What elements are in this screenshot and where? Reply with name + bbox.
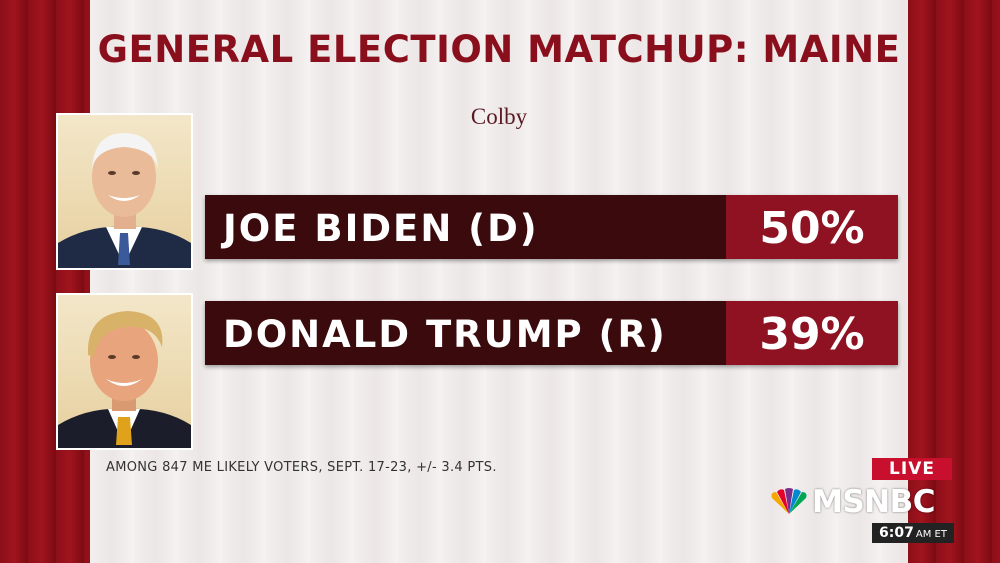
live-badge: LIVE — [872, 458, 952, 480]
clock-time: 6:07 — [879, 525, 914, 541]
poll-source: Colby — [470, 104, 528, 129]
candidate-photo-biden — [56, 113, 193, 270]
clock-suffix: AM ET — [915, 529, 947, 540]
candidate-photo-trump — [56, 293, 193, 450]
broadcast-clock: 6:07 AM ET — [872, 523, 954, 543]
candidate-name: JOE BIDEN (D) — [223, 207, 539, 250]
candidate-bar-trump: DONALD TRUMP (R) 39% — [205, 301, 898, 365]
candidate-bar-biden: JOE BIDEN (D) 50% — [205, 195, 898, 259]
network-name: MSNBC — [812, 484, 936, 520]
peacock-icon — [771, 488, 807, 514]
candidate-percent: 39% — [726, 301, 898, 365]
background-left — [0, 0, 90, 563]
candidate-name: DONALD TRUMP (R) — [223, 313, 667, 356]
candidate-percent: 50% — [726, 195, 898, 259]
graphic-title: GENERAL ELECTION MATCHUP: MAINE — [97, 28, 901, 71]
poll-footnote: AMONG 847 ME LIKELY VOTERS, SEPT. 17-23,… — [106, 460, 497, 475]
graphic-panel — [90, 0, 908, 563]
network-logo: MSNBC — [768, 484, 958, 520]
